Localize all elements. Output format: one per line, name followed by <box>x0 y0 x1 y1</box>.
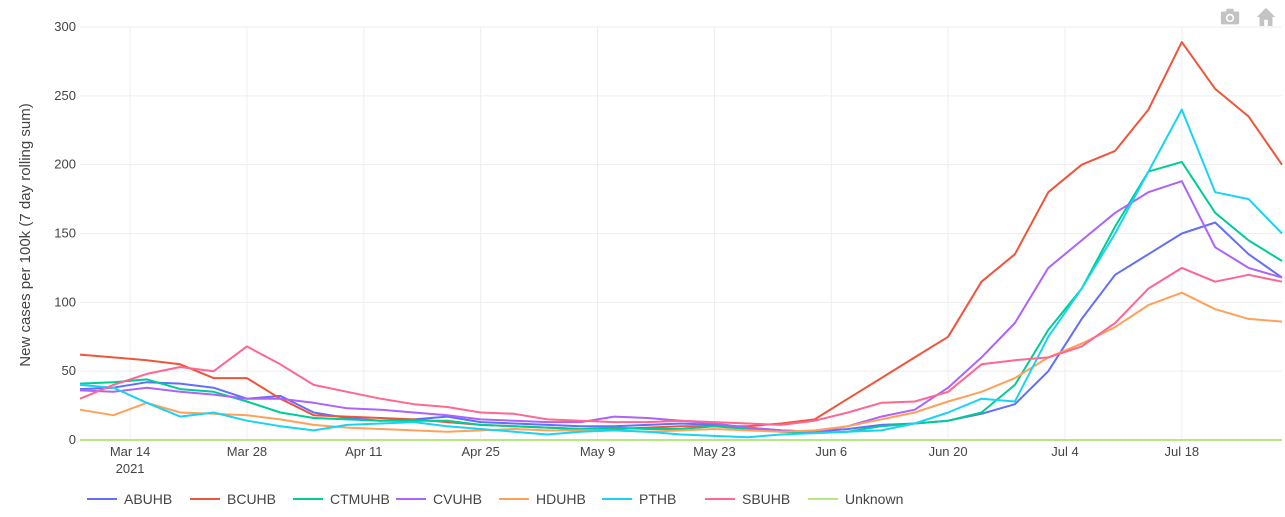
x-tick-sublabel: 2021 <box>116 461 145 476</box>
legend-label: Unknown <box>845 491 903 507</box>
y-tick-label: 150 <box>54 226 76 241</box>
series-line-pthb[interactable] <box>79 108 1283 439</box>
y-tick-label: 300 <box>54 19 76 34</box>
home-icon[interactable] <box>1255 6 1277 28</box>
modebar <box>1219 6 1277 28</box>
legend: ABUHB BCUHB CTMUHB CVUHB HDUHB PTHB SBUHB Unkno… <box>87 491 903 507</box>
series-line-cvuhb[interactable] <box>79 180 1283 433</box>
x-axis: Mar 14 2021 Mar 28 Apr 11 Apr 25 May 9 May 23 J… <box>110 444 1199 476</box>
legend-item-cvuhb[interactable]: CVUHB <box>396 491 482 507</box>
y-axis: 0 50 100 150 200 250 300 <box>54 19 76 447</box>
series-line-sbuhb[interactable] <box>79 266 1283 426</box>
legend-label: PTHB <box>639 491 676 507</box>
legend-label: CTMUHB <box>330 491 390 507</box>
x-tick-label: Jul 4 <box>1051 444 1078 459</box>
camera-icon[interactable] <box>1219 6 1241 28</box>
y-tick-label: 50 <box>62 363 76 378</box>
x-tick-label: May 9 <box>580 444 615 459</box>
gridlines <box>80 26 1282 441</box>
legend-item-hduhb[interactable]: HDUHB <box>499 491 586 507</box>
legend-item-pthb[interactable]: PTHB <box>602 491 676 507</box>
legend-label: HDUHB <box>536 491 586 507</box>
legend-item-bcuhb[interactable]: BCUHB <box>190 491 276 507</box>
x-tick-label: Jun 20 <box>929 444 968 459</box>
series-line-hduhb[interactable] <box>79 291 1283 433</box>
legend-label: CVUHB <box>433 491 482 507</box>
legend-item-sbuhb[interactable]: SBUHB <box>705 491 790 507</box>
legend-item-unknown[interactable]: Unknown <box>808 491 903 507</box>
series-lines <box>79 41 1283 441</box>
x-tick-label: Apr 25 <box>462 444 500 459</box>
y-axis-label: New cases per 100k (7 day rolling sum) <box>17 103 34 366</box>
y-tick-label: 250 <box>54 88 76 103</box>
x-tick-label: Apr 11 <box>345 444 382 459</box>
y-tick-label: 200 <box>54 157 76 172</box>
legend-item-ctmuhb[interactable]: CTMUHB <box>293 491 390 507</box>
x-tick-label: Mar 28 <box>227 444 267 459</box>
y-tick-label: 0 <box>69 432 76 447</box>
x-tick-label: May 23 <box>693 444 736 459</box>
series-line-ctmuhb[interactable] <box>79 160 1283 435</box>
legend-label: SBUHB <box>742 491 790 507</box>
series-line-abuhb[interactable] <box>79 221 1283 433</box>
x-tick-label: Jun 6 <box>815 444 847 459</box>
x-tick-label: Mar 14 <box>110 444 150 459</box>
legend-label: ABUHB <box>124 491 172 507</box>
y-tick-label: 100 <box>54 294 76 309</box>
legend-item-abuhb[interactable]: ABUHB <box>87 491 172 507</box>
x-tick-label: Jul 18 <box>1164 444 1199 459</box>
legend-label: BCUHB <box>227 491 276 507</box>
